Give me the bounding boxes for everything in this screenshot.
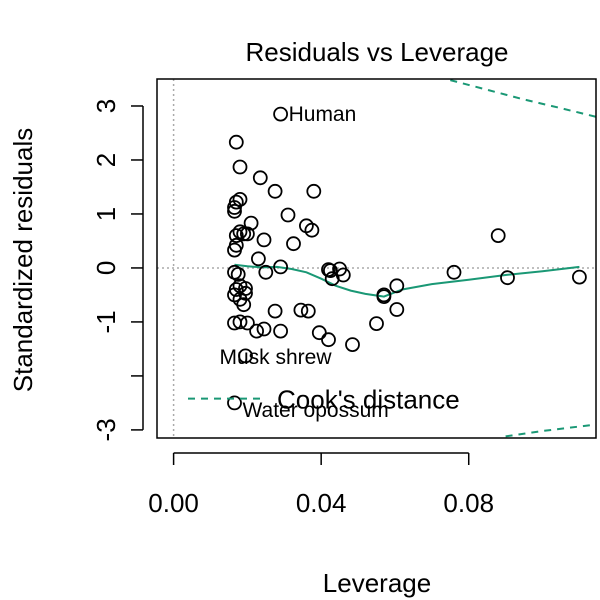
plot-area: 0.00 0.04 0.08 3 2 1 0 -1 -3 Human Musk shrew Water… xyxy=(91,78,597,518)
data-point xyxy=(280,207,296,223)
data-point xyxy=(252,170,268,186)
data-point xyxy=(256,321,272,337)
data-point xyxy=(345,337,360,353)
data-point xyxy=(293,302,309,318)
data-point xyxy=(286,236,301,252)
point-label: Water opossum xyxy=(243,399,389,422)
y-tick-label: 2 xyxy=(91,153,121,167)
plot-clipped-content xyxy=(157,79,596,438)
data-point xyxy=(230,266,246,282)
y-axis-label: Standardized residuals xyxy=(8,128,38,393)
data-point xyxy=(446,264,462,280)
data-point xyxy=(389,278,405,294)
cooks-distance-upper-curve xyxy=(450,79,596,118)
y-tick-label: 1 xyxy=(91,207,121,221)
data-point xyxy=(321,332,336,348)
data-point xyxy=(236,297,252,313)
x-tick-label: 0.08 xyxy=(443,488,494,518)
data-point xyxy=(324,271,340,287)
data-point xyxy=(232,314,248,330)
data-point xyxy=(227,395,242,411)
data-point xyxy=(239,226,255,242)
data-point xyxy=(232,159,248,175)
point-label: Musk shrew xyxy=(219,346,332,369)
data-point xyxy=(490,228,506,244)
data-point xyxy=(389,302,405,317)
data-point xyxy=(228,134,244,150)
data-point xyxy=(273,106,289,122)
data-point xyxy=(273,323,289,339)
data-point xyxy=(500,270,515,286)
point-label: Human xyxy=(289,103,357,126)
x-tick-label: 0.04 xyxy=(296,488,347,518)
y-tick-label: 0 xyxy=(91,261,121,275)
data-point xyxy=(306,183,322,199)
data-point xyxy=(369,316,384,332)
x-tick-label: 0.00 xyxy=(148,488,199,518)
data-point xyxy=(238,348,253,364)
data-point xyxy=(572,269,587,285)
y-tick-label: 3 xyxy=(91,99,121,113)
y-tick-label: -1 xyxy=(91,310,121,333)
cooks-distance-lower-curve xyxy=(505,423,596,438)
chart-title: Residuals vs Leverage xyxy=(245,37,508,67)
y-tick-label: -3 xyxy=(91,418,121,441)
plot-frame xyxy=(156,78,597,439)
data-point xyxy=(227,203,242,219)
smoother-line xyxy=(234,263,580,298)
data-point xyxy=(376,289,392,305)
data-point xyxy=(227,200,242,215)
legend-cooks-distance-label: Cook's distance xyxy=(277,385,460,415)
data-point xyxy=(250,251,266,267)
data-point xyxy=(300,303,316,319)
data-point xyxy=(304,222,320,238)
data-point xyxy=(258,264,274,280)
data-point xyxy=(322,263,338,279)
data-point xyxy=(267,183,283,199)
x-axis-label: Leverage xyxy=(323,568,431,598)
data-point xyxy=(311,325,327,341)
data-point xyxy=(273,259,289,275)
data-point xyxy=(267,303,283,319)
data-point xyxy=(239,315,255,331)
data-point xyxy=(228,237,244,253)
data-point xyxy=(232,224,248,240)
data-point xyxy=(228,228,244,244)
data-point xyxy=(249,323,265,339)
data-point xyxy=(256,232,272,248)
